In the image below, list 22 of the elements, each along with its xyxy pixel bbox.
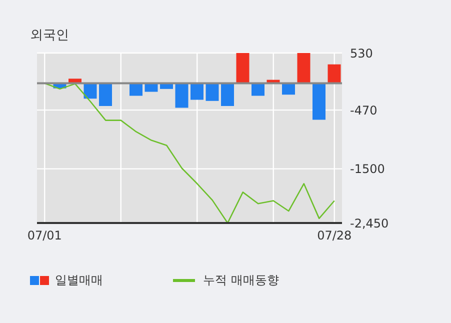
legend-label: 일별매매 [54, 272, 103, 289]
bar [221, 83, 234, 106]
line-series [44, 82, 336, 223]
bar [328, 64, 341, 84]
y-tick-label: -1500 [350, 162, 385, 176]
bar [190, 83, 204, 100]
y-tick-label: -2,450 [350, 216, 389, 230]
chart-title: 외국인 [30, 27, 69, 44]
y-tick-label: 530 [350, 46, 373, 60]
bar [130, 83, 142, 96]
bar [297, 53, 310, 84]
bar [282, 83, 295, 95]
bar [206, 83, 219, 101]
x-tick-label: 07/28 [317, 228, 352, 243]
bar [99, 83, 112, 106]
bar [312, 83, 326, 120]
bar [175, 83, 188, 108]
bar [236, 53, 250, 84]
legend-label: 누적 매매동향 [202, 272, 279, 289]
x-tick-label: 07/01 [27, 228, 62, 243]
y-tick-label: -470 [350, 103, 378, 118]
bar [252, 83, 264, 96]
